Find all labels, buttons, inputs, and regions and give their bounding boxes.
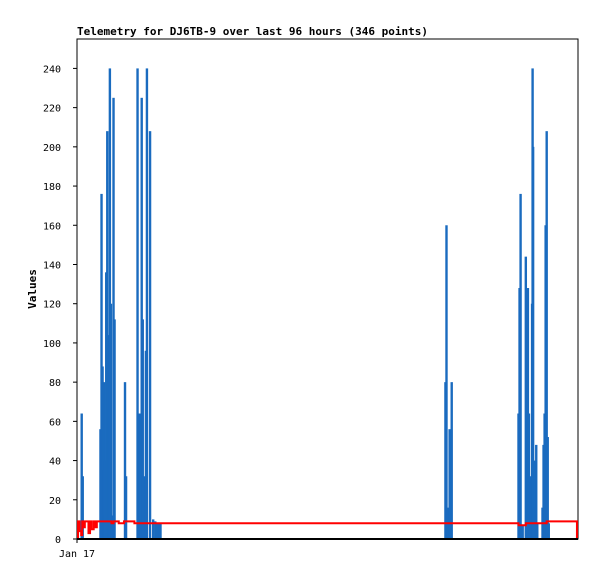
- y-tick-label: 40: [49, 457, 61, 468]
- y-tick-label: 240: [43, 64, 61, 75]
- bar: [138, 413, 141, 539]
- y-tick-label: 220: [43, 104, 61, 115]
- x-tick-label: Jan 17: [59, 549, 95, 560]
- y-tick-label: 60: [49, 417, 61, 428]
- y-tick-label: 20: [49, 496, 61, 507]
- y-axis-label: Values: [26, 269, 39, 309]
- bar: [140, 97, 143, 539]
- bar: [142, 476, 145, 539]
- bar-series: [80, 68, 550, 539]
- bar: [450, 382, 453, 539]
- bar: [531, 146, 535, 539]
- bar: [124, 476, 128, 539]
- bar: [159, 523, 162, 539]
- bar: [545, 131, 548, 539]
- bar: [445, 225, 448, 539]
- bar: [112, 97, 115, 539]
- y-tick-label: 80: [49, 378, 61, 389]
- bar: [81, 476, 84, 539]
- bar: [536, 523, 539, 539]
- bar: [148, 131, 152, 539]
- line-path: [77, 520, 578, 540]
- bar: [547, 523, 550, 539]
- y-tick-label: 200: [43, 143, 61, 154]
- line-series: [77, 520, 578, 540]
- bar: [123, 382, 127, 539]
- bar: [145, 68, 149, 539]
- y-tick-label: 140: [43, 260, 61, 271]
- bar: [535, 444, 538, 539]
- bar: [108, 68, 112, 539]
- bar: [141, 319, 144, 539]
- y-tick-label: 180: [43, 182, 61, 193]
- y-axis-ticks: 0 20 40 60 80 100 120 140 160 180 200 220 240: [43, 64, 77, 546]
- bar: [113, 319, 116, 539]
- bar: [527, 413, 531, 539]
- y-tick-label: 100: [43, 339, 61, 350]
- bar: [106, 131, 109, 539]
- chart-title: Telemetry for DJ6TB-9 over last 96 hours…: [77, 25, 428, 38]
- bar: [101, 366, 104, 539]
- y-tick-label: 120: [43, 300, 61, 311]
- bar: [448, 429, 451, 539]
- bar: [151, 519, 155, 539]
- bar: [136, 68, 139, 539]
- bar: [521, 525, 524, 539]
- bar: [519, 193, 522, 539]
- bar: [546, 437, 549, 539]
- plot-area-frame: [76, 38, 579, 540]
- x-axis-ticks: Jan 17: [59, 539, 95, 560]
- y-tick-label: 160: [43, 221, 61, 232]
- bar: [109, 303, 113, 539]
- y-tick-label: 0: [55, 535, 61, 546]
